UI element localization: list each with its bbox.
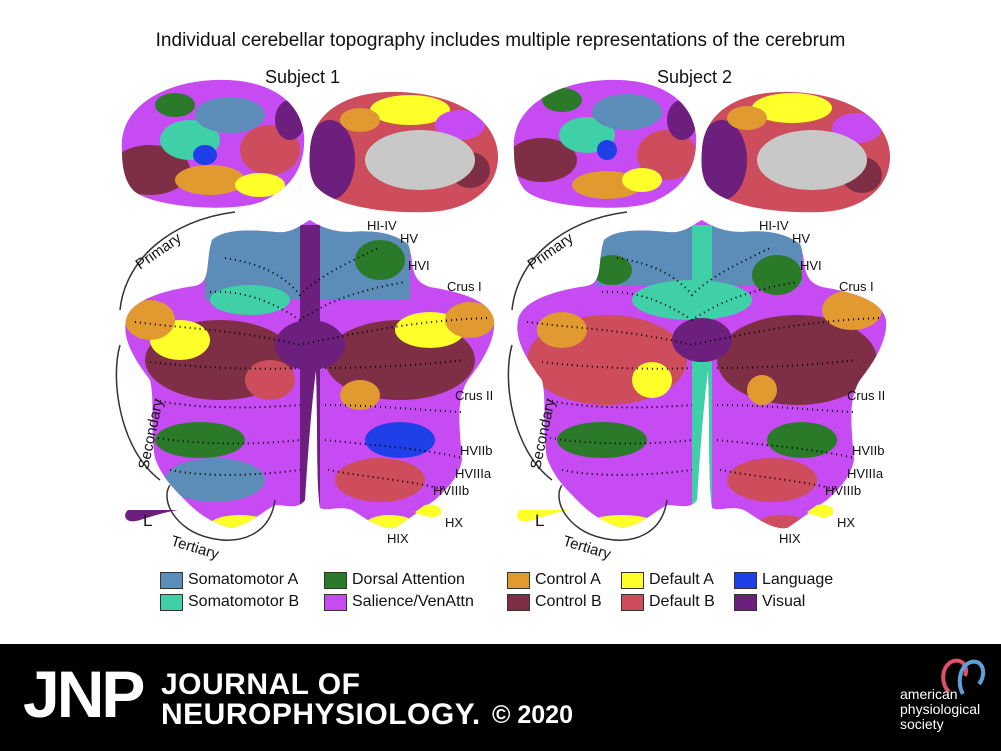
legend-item: Visual	[734, 592, 805, 612]
legend-item: Default A	[621, 570, 714, 590]
legend-item: Control A	[507, 570, 601, 590]
legend-label: Somatomotor B	[188, 593, 300, 610]
legend-swatch	[160, 593, 183, 611]
label-hviib-2: HVIIb	[852, 443, 885, 458]
publisher-name: american physiological society	[900, 687, 980, 732]
label-crus1-2: Crus I	[839, 279, 874, 294]
legend-swatch	[160, 571, 183, 589]
legend-swatch	[734, 593, 757, 611]
journal-name-line2: NEUROPHYSIOLOGY.	[161, 698, 481, 731]
legend-item: Somatomotor B	[160, 592, 299, 612]
brain-maps-figure: HI-IV HV HVI Crus I Crus II HVIIb HVIIIa…	[115, 79, 891, 564]
label-hv-2: HV	[792, 231, 810, 246]
label-hv-1: HV	[400, 231, 418, 246]
legend-label: Salience/VenAttn	[352, 593, 474, 610]
journal-name-line1: JOURNAL OF	[161, 668, 361, 701]
legend-item: Somatomotor A	[160, 570, 298, 590]
label-crus2-1: Crus II	[455, 388, 493, 403]
legend-label: Dorsal Attention	[352, 571, 465, 588]
legend-item: Dorsal Attention	[324, 570, 465, 590]
legend-label: Default A	[649, 571, 714, 588]
aps-logo-icon	[941, 658, 986, 696]
label-hi-iv-2: HI-IV	[759, 218, 789, 233]
journal-footer: JNP JOURNAL OF NEUROPHYSIOLOGY. © 2020 a…	[0, 644, 1001, 751]
tertiary-label-1: Tertiary	[169, 533, 221, 564]
label-crus2-2: Crus II	[847, 388, 885, 403]
publisher-line: physiological	[900, 701, 981, 717]
legend-item: Language	[734, 570, 833, 590]
label-hx-1: HX	[445, 515, 463, 530]
primary-label-1: Primary	[133, 229, 185, 273]
legend-swatch	[621, 593, 644, 611]
legend-label: Control A	[535, 571, 601, 588]
copyright-text: © 2020	[492, 701, 573, 729]
legend-label: Control B	[535, 593, 602, 610]
legend-item: Default B	[621, 592, 715, 612]
publisher-line: society	[900, 716, 944, 732]
tertiary-label-2: Tertiary	[561, 533, 613, 564]
label-hviiib-2: HVIIIb	[825, 483, 861, 498]
label-hviiib-1: HVIIIb	[433, 483, 469, 498]
legend-swatch	[507, 571, 530, 589]
label-crus1-1: Crus I	[447, 279, 482, 294]
legend-label: Somatomotor A	[188, 571, 299, 588]
legend-item: Salience/VenAttn	[324, 592, 474, 612]
legend-label: Language	[762, 571, 834, 588]
label-hx-2: HX	[837, 515, 855, 530]
label-hviiia-1: HVIIIa	[455, 466, 492, 481]
primary-label-2: Primary	[525, 229, 577, 273]
hemisphere-l-1: L	[143, 511, 152, 530]
label-hix-1: HIX	[387, 531, 409, 546]
label-hi-iv-1: HI-IV	[367, 218, 397, 233]
legend-label: Default B	[649, 593, 715, 610]
subject-2-label: Subject 2	[657, 67, 733, 87]
legend-item: Control B	[507, 592, 602, 612]
legend-swatch	[324, 593, 347, 611]
subject-1-label: Subject 1	[265, 67, 341, 87]
label-hix-2: HIX	[779, 531, 801, 546]
jnp-logo: JNP	[23, 657, 145, 731]
legend-swatch	[621, 571, 644, 589]
publisher-line: american	[900, 686, 958, 702]
legend-label: Visual	[762, 593, 806, 610]
network-legend: Somatomotor A Somatomotor B Dorsal Atten…	[0, 567, 1001, 615]
legend-swatch	[324, 571, 347, 589]
legend-swatch	[734, 571, 757, 589]
label-hviiia-2: HVIIIa	[847, 466, 884, 481]
legend-swatch	[507, 593, 530, 611]
label-hvi-2: HVI	[800, 258, 822, 273]
figure-title: Individual cerebellar topography include…	[155, 30, 846, 51]
hemisphere-l-2: L	[535, 511, 544, 530]
label-hvi-1: HVI	[408, 258, 430, 273]
label-hviib-1: HVIIb	[460, 443, 493, 458]
